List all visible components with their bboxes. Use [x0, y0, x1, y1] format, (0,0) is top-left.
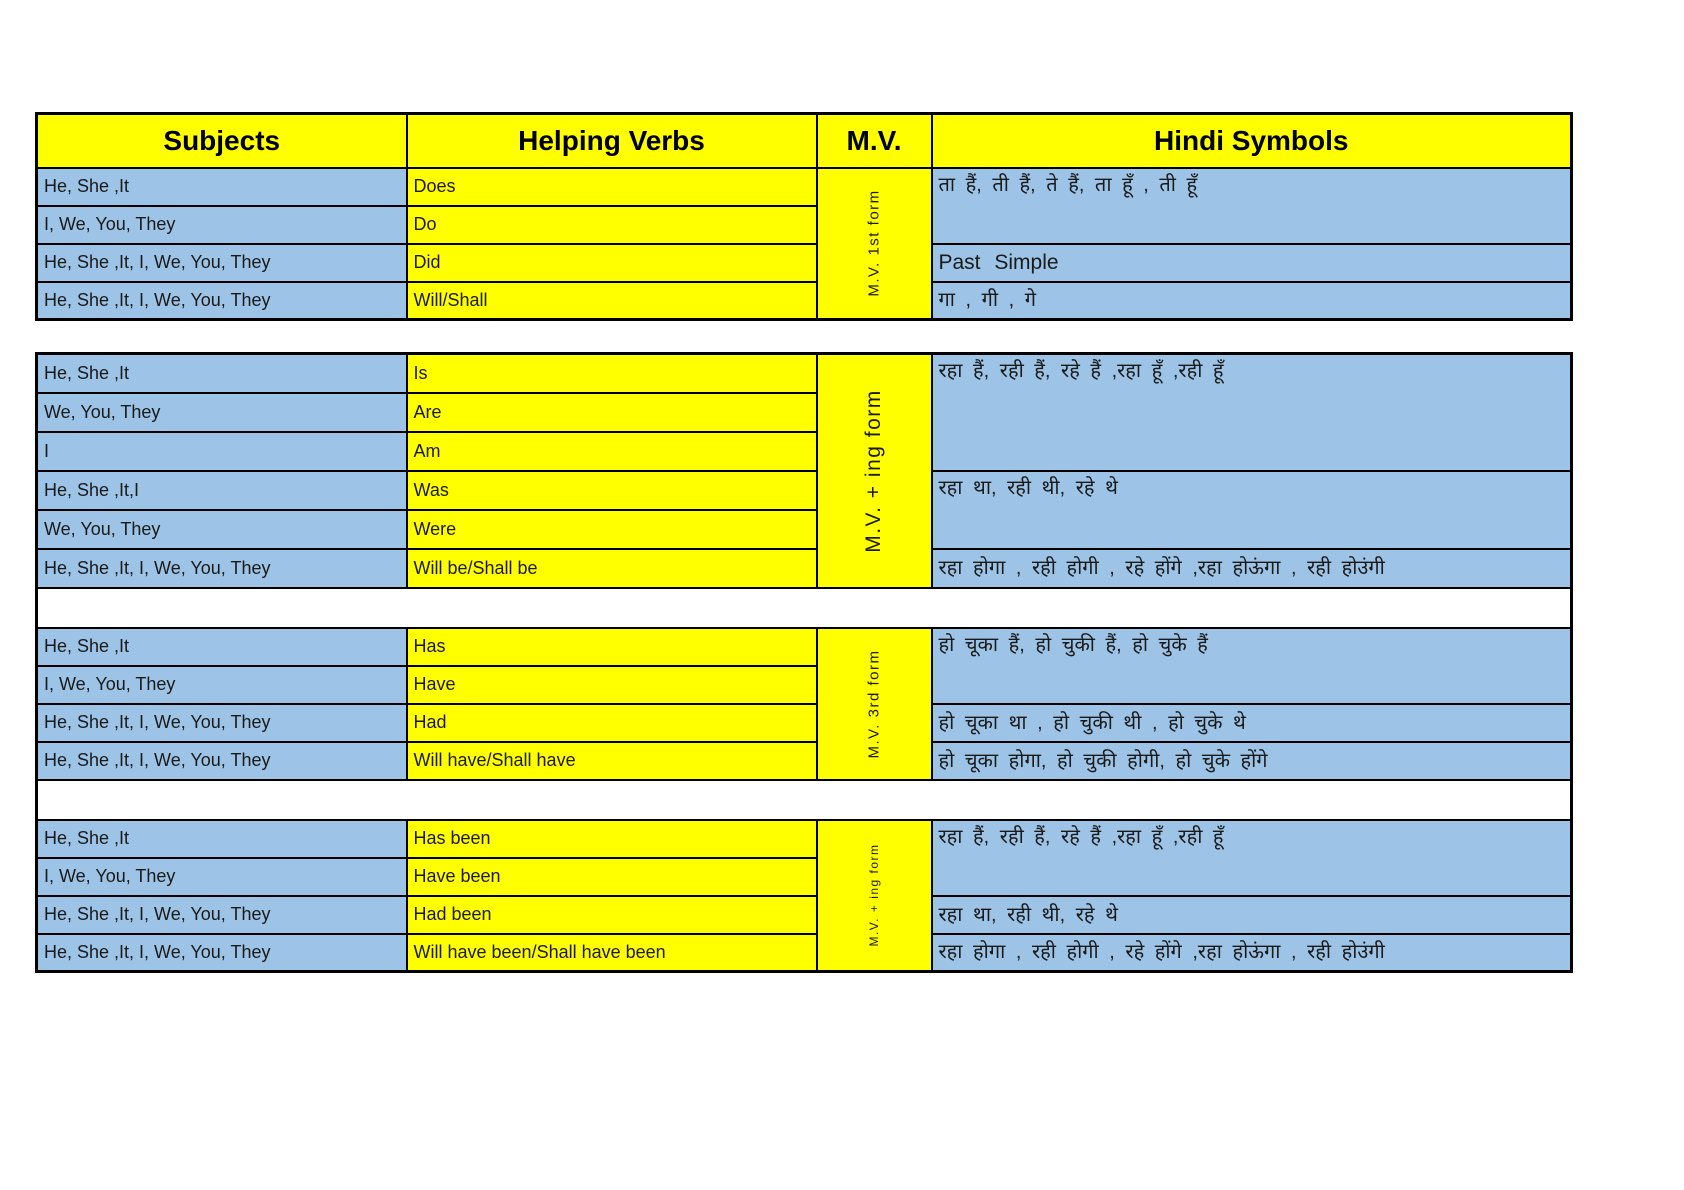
mv-rotated-label: M.V. + ing form: [862, 388, 885, 553]
header-subjects: Subjects: [35, 112, 408, 169]
spacer-row: [35, 586, 1573, 629]
table-row: We, You, They Were: [35, 508, 1572, 550]
subject-cell: He, She ,It: [35, 626, 408, 667]
table-row: He, She ,It, I, We, You, They Did Past S…: [35, 242, 1573, 283]
subject-cell: He, She ,It,I: [35, 469, 408, 511]
subject-cell: He, She ,It, I, We, You, They: [35, 547, 408, 589]
table-row: He, She ,It, I, We, You, They Will be/Sh…: [35, 547, 1573, 589]
hindi-symbol-cell: रहा हैं, रही हैं, रहे हैं ,रहा हूँ ,रही …: [930, 352, 1573, 472]
subject-cell: I, We, You, They: [35, 204, 408, 245]
table-row: He, She ,It, I, We, You, They Will have/…: [35, 740, 1573, 781]
helping-verb-cell: Is: [405, 352, 818, 394]
spacer-row: [35, 778, 1573, 821]
hindi-symbol-cell: रहा होगा , रही होगी , रहे होंगे ,रहा होऊ…: [930, 547, 1573, 589]
tense-table-compound: He, She ,It Is M.V. + ing form रहा हैं, …: [35, 352, 1573, 973]
hindi-symbol-cell: हो चूका होगा, हो चुकी होगी, हो चुके होंग…: [930, 740, 1573, 781]
header-row: Subjects Helping Verbs M.V. Hindi Symbol…: [35, 112, 1573, 169]
subject-cell: I, We, You, They: [35, 664, 408, 705]
helping-verb-cell: Are: [405, 391, 818, 433]
mv-rotated-label: M.V. 3rd form: [865, 649, 883, 758]
helping-verb-cell: Had been: [405, 894, 818, 935]
spacer-cell: [35, 778, 1573, 821]
table-row: He, She ,It, I, We, You, They Will/Shall…: [35, 280, 1573, 321]
subject-cell: He, She ,It, I, We, You, They: [35, 280, 408, 321]
hindi-symbol-cell: रहा था, रही थी, रहे थे: [930, 894, 1573, 935]
hindi-symbol-cell: हो चूका था , हो चुकी थी , हो चुके थे: [930, 702, 1573, 743]
mv-form-cell: M.V. 3rd form: [815, 626, 933, 781]
table-row: He, She ,It Does M.V. 1st form ता हैं, त…: [35, 166, 1573, 321]
header-helping-verbs: Helping Verbs: [405, 112, 818, 169]
hindi-symbol-cell: गा , गी , गे: [930, 280, 1573, 321]
subject-cell: He, She ,It, I, We, You, They: [35, 702, 408, 743]
subject-cell: He, She ,It, I, We, You, They: [35, 932, 408, 973]
hindi-symbol-cell: रहा था, रही थी, रहे थे: [930, 469, 1573, 550]
header-mv: M.V.: [815, 112, 933, 169]
subject-cell: I: [35, 430, 408, 472]
helping-verb-cell: Had: [405, 702, 818, 743]
hindi-symbol-cell: हो चूका हैं, हो चुकी हैं, हो चुके हैं: [930, 626, 1573, 705]
helping-verb-cell: Have: [405, 664, 818, 705]
table-row: He, She ,It Is M.V. + ing form रहा हैं, …: [35, 352, 1573, 589]
mv-rotated-label: M.V. 1st form: [865, 189, 883, 297]
table-row: I, We, You, They Do: [35, 204, 1572, 245]
mv-form-cell: M.V. 1st form: [815, 166, 933, 321]
helping-verb-cell: Will/Shall: [405, 280, 818, 321]
hindi-symbol-cell: Past Simple: [930, 242, 1573, 283]
subject-cell: He, She ,It, I, We, You, They: [35, 740, 408, 781]
subject-cell: He, She ,It: [35, 818, 408, 859]
hindi-symbol-cell: रहा हैं, रही हैं, रहे हैं ,रहा हूँ ,रही …: [930, 818, 1573, 897]
table-row: He, She ,It, I, We, You, They Had हो चूक…: [35, 702, 1573, 743]
subject-cell: He, She ,It: [35, 166, 408, 207]
subject-cell: I, We, You, They: [35, 856, 408, 897]
table-row: I, We, You, They Have been: [35, 856, 1572, 897]
tense-table-simple: Subjects Helping Verbs M.V. Hindi Symbol…: [35, 112, 1573, 321]
helping-verb-cell: Do: [405, 204, 818, 245]
helping-verb-cell: Was: [405, 469, 818, 511]
table-row: I Am: [35, 430, 1572, 472]
hindi-symbol-cell: ता हैं, ती हैं, ते हैं, ता हूँ , ती हूँ: [930, 166, 1573, 245]
subject-cell: We, You, They: [35, 391, 408, 433]
mv-rotated-label: M.V. + ing form: [867, 843, 881, 947]
helping-verb-cell: Will have/Shall have: [405, 740, 818, 781]
subject-cell: We, You, They: [35, 508, 408, 550]
subject-cell: He, She ,It: [35, 352, 408, 394]
header-hindi-symbols: Hindi Symbols: [930, 112, 1573, 169]
table-row: We, You, They Are: [35, 391, 1572, 433]
mv-form-cell: M.V. + ing form: [815, 352, 933, 589]
mv-form-cell: M.V. + ing form: [815, 818, 933, 973]
spacer-cell: [35, 586, 1573, 629]
table-row: He, She ,It Has M.V. 3rd form हो चूका है…: [35, 626, 1573, 781]
helping-verb-cell: Does: [405, 166, 818, 207]
helping-verb-cell: Has: [405, 626, 818, 667]
table-row: He, She ,It, I, We, You, They Will have …: [35, 932, 1573, 973]
helping-verb-cell: Did: [405, 242, 818, 283]
table-row: He, She ,It,I Was रहा था, रही थी, रहे थे: [35, 469, 1573, 550]
helping-verb-cell: Am: [405, 430, 818, 472]
helping-verb-cell: Will have been/Shall have been: [405, 932, 818, 973]
helping-verb-cell: Has been: [405, 818, 818, 859]
helping-verb-cell: Have been: [405, 856, 818, 897]
subject-cell: He, She ,It, I, We, You, They: [35, 242, 408, 283]
helping-verb-cell: Will be/Shall be: [405, 547, 818, 589]
table-row: I, We, You, They Have: [35, 664, 1572, 705]
table-row: He, She ,It Has been M.V. + ing form रहा…: [35, 818, 1573, 973]
helping-verb-cell: Were: [405, 508, 818, 550]
table-row: He, She ,It, I, We, You, They Had been र…: [35, 894, 1573, 935]
hindi-symbol-cell: रहा होगा , रही होगी , रहे होंगे ,रहा होऊ…: [930, 932, 1573, 973]
subject-cell: He, She ,It, I, We, You, They: [35, 894, 408, 935]
